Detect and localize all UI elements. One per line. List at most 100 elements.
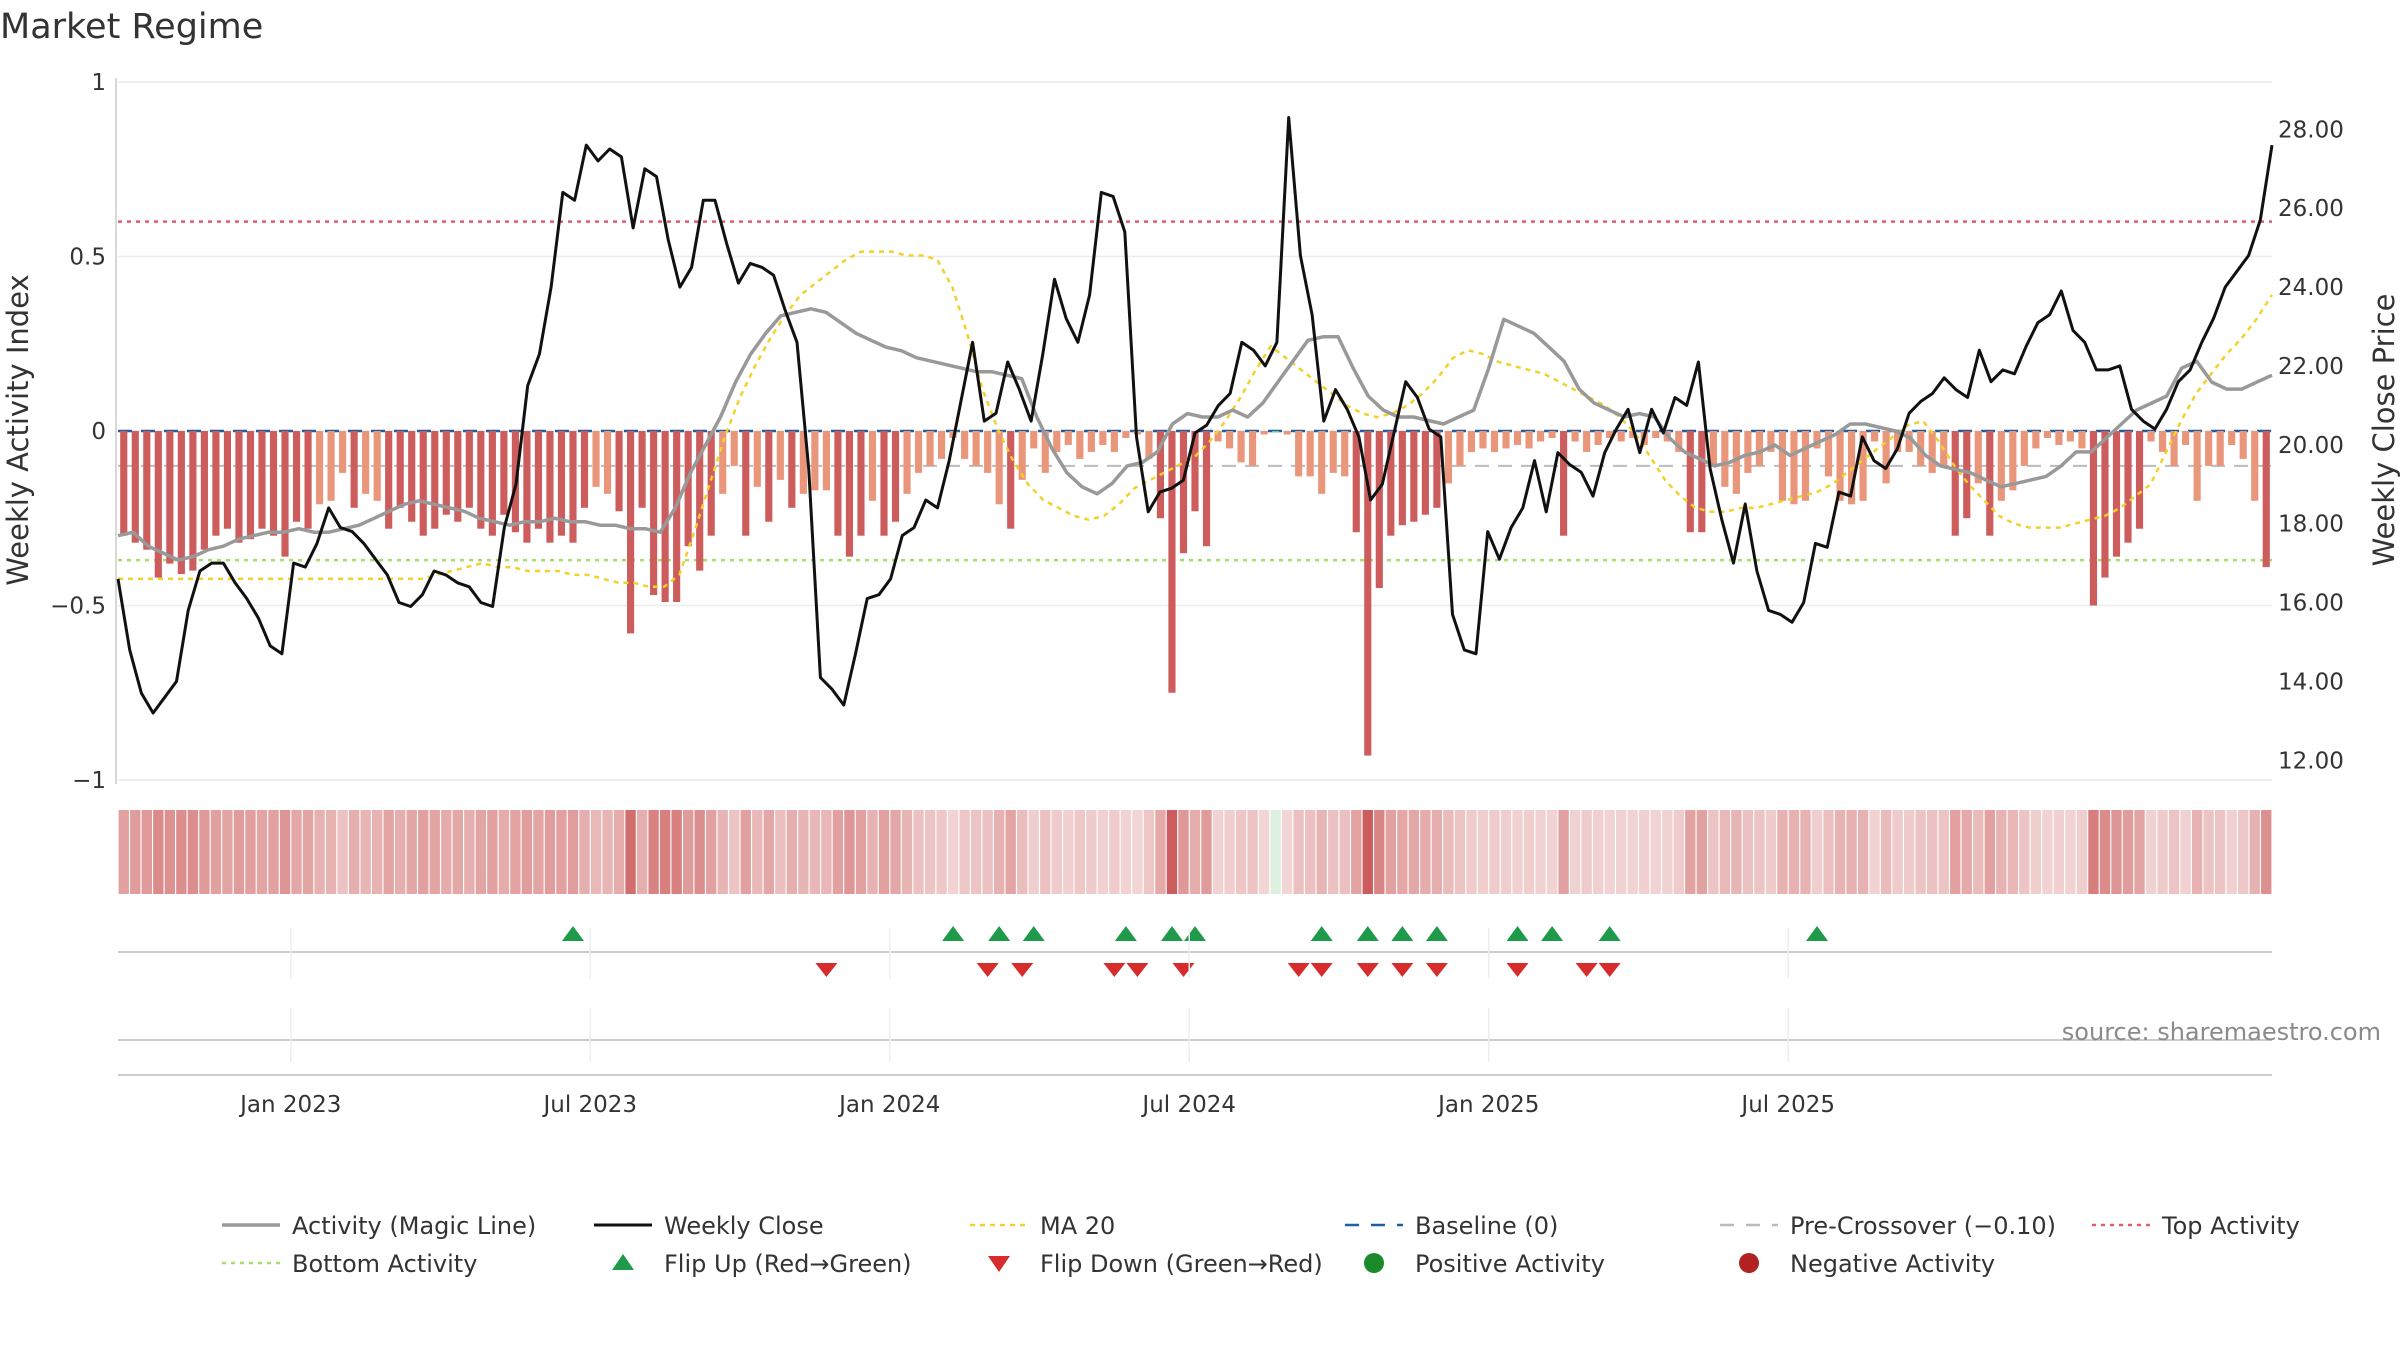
heat-cell — [544, 810, 556, 894]
activity-bar — [1778, 431, 1787, 501]
heat-cell — [130, 810, 141, 894]
heat-cell — [1811, 810, 1823, 894]
activity-bar — [281, 431, 289, 557]
heat-cell — [1351, 810, 1362, 894]
heat-cell — [959, 810, 970, 894]
flip-up-marker — [1114, 926, 1137, 941]
heat-cell — [924, 810, 936, 894]
heat-cell — [1224, 810, 1235, 894]
heat-cell — [245, 810, 256, 894]
activity-bar — [592, 431, 600, 487]
activity-bar — [1698, 431, 1706, 533]
activity-bar — [1398, 431, 1406, 526]
activity-bar — [177, 431, 185, 575]
activity-bar — [1191, 431, 1199, 512]
heat-cell — [602, 810, 613, 894]
activity-bar — [638, 431, 646, 508]
flip-down-marker — [815, 963, 838, 977]
activity-bar — [1076, 431, 1084, 459]
activity-bar — [1202, 431, 1211, 547]
heat-cell — [1005, 810, 1016, 894]
activity-bar — [2009, 431, 2017, 491]
activity-bar — [316, 431, 324, 505]
activity-bar — [2066, 431, 2074, 442]
activity-bar — [1732, 431, 1740, 494]
heat-cell — [1339, 810, 1350, 894]
heat-cell — [533, 810, 544, 894]
axes: 1 0.5 0 −0.5 −1 28.00 26.00 24.00 22.00 20.00 18.0… — [50, 70, 2344, 794]
activity-bar — [569, 431, 577, 543]
heat-cell — [1984, 810, 1995, 894]
heat-cell — [521, 810, 533, 894]
magic-line — [117, 307, 2273, 562]
activity-bar — [1145, 431, 1153, 459]
legend-label: Weekly Close — [664, 1212, 824, 1240]
activity-bar — [1594, 431, 1602, 445]
activity-bar — [1905, 431, 1913, 452]
activity-bar — [454, 431, 462, 522]
heat-cell — [625, 810, 636, 894]
activity-bar — [1801, 431, 1810, 501]
right-tick-label: 26.00 — [2278, 196, 2344, 222]
activity-bar — [2239, 431, 2247, 459]
activity-bar — [730, 431, 738, 466]
date-tick-label: Jan 2024 — [837, 1092, 940, 1118]
heat-cell — [1028, 810, 1039, 894]
activity-bar — [2043, 431, 2051, 438]
heat-cell — [1765, 810, 1777, 894]
heat-cell — [1696, 810, 1708, 894]
heat-cell — [1189, 810, 1201, 894]
activity-bar — [120, 431, 128, 536]
heat-cell — [636, 810, 648, 894]
heat-cell — [1788, 810, 1800, 894]
flip-up-marker — [1391, 926, 1414, 941]
right-tick-label: 12.00 — [2278, 748, 2344, 774]
flip-up-marker — [1184, 926, 1206, 941]
left-tick-label: −1 — [72, 768, 106, 794]
heat-cell — [2019, 810, 2030, 894]
heat-cell — [832, 810, 844, 894]
activity-bar — [1824, 431, 1833, 477]
left-tick-label: 0.5 — [69, 245, 106, 271]
heat-cell — [786, 810, 798, 894]
flip-up-marker — [1506, 926, 1529, 941]
activity-bar — [1030, 431, 1038, 449]
heat-cell — [936, 810, 947, 894]
heat-cell — [2007, 810, 2019, 894]
legend-label: Flip Up (Red→Green) — [664, 1250, 912, 1278]
heat-cell — [982, 810, 993, 894]
heat-cell — [406, 810, 417, 894]
legend-label: MA 20 — [1040, 1212, 1115, 1240]
flip-up-marker — [988, 926, 1011, 941]
activity-bar — [166, 431, 174, 564]
activity-bar — [903, 431, 911, 494]
left-axis-label: Weekly Activity Index — [1, 274, 35, 585]
legend-label: Positive Activity — [1415, 1250, 1605, 1278]
activity-bar — [200, 431, 208, 550]
flip-down-marker — [1011, 963, 1034, 977]
activity-bar — [2055, 431, 2063, 445]
heat-cell — [970, 810, 982, 894]
flip-down-marker — [1598, 963, 1621, 977]
activity-bar — [1629, 431, 1637, 438]
activity-bar — [546, 431, 554, 543]
heat-cell — [1961, 810, 1972, 894]
date-tick-label: Jan 2025 — [1436, 1092, 1539, 1118]
flip-up-marker — [1598, 926, 1621, 941]
activity-bar — [880, 431, 888, 536]
activity-bar — [1490, 431, 1499, 452]
activity-bar — [1018, 431, 1026, 480]
heat-cell — [2099, 810, 2111, 894]
activity-bar — [1675, 431, 1683, 452]
heat-cell — [441, 810, 452, 894]
heat-cell — [1777, 810, 1788, 894]
heat-cell — [371, 810, 383, 894]
heat-cell — [1132, 810, 1143, 894]
activity-bar — [1583, 431, 1591, 452]
heat-cell — [348, 810, 360, 894]
activity-bar — [523, 431, 531, 543]
heat-cell — [1742, 810, 1754, 894]
heat-cell — [2053, 810, 2065, 894]
activity-bar — [1041, 431, 1049, 473]
flip-markers-panel — [118, 926, 2272, 1076]
